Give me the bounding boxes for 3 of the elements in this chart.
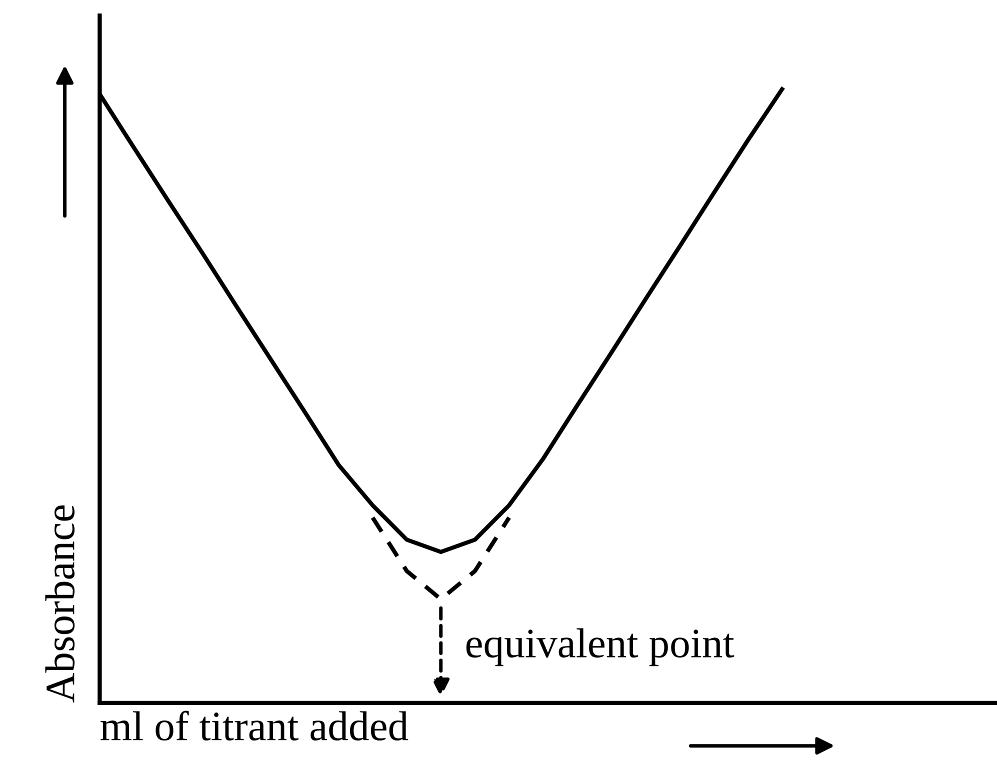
x-axis-title: ml of titrant added <box>100 710 408 741</box>
y-axis-title: Absorbance <box>45 505 75 702</box>
annotation: equivalent point <box>466 628 734 666</box>
